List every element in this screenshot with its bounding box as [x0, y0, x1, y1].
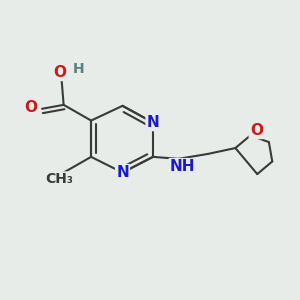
- Text: CH₃: CH₃: [45, 172, 73, 186]
- Text: O: O: [24, 100, 37, 115]
- Text: O: O: [250, 123, 263, 138]
- Text: N: N: [147, 115, 159, 130]
- Text: N: N: [116, 165, 129, 180]
- Text: O: O: [53, 65, 66, 80]
- Text: H: H: [73, 61, 84, 76]
- Text: NH: NH: [169, 159, 195, 174]
